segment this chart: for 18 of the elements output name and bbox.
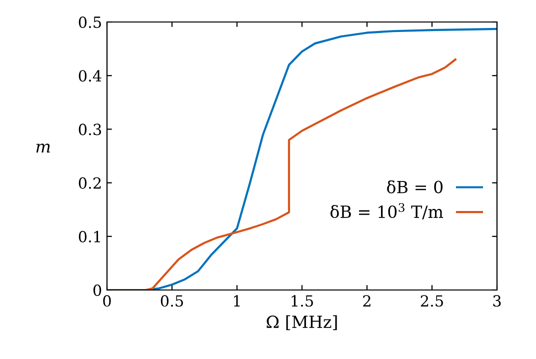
y-tick-label: 0.3 bbox=[78, 124, 102, 136]
x-tick-label: 1.5 bbox=[292, 295, 313, 307]
x-tick-label: 0.5 bbox=[160, 295, 183, 307]
x-axis-title: Ω [MHz] bbox=[266, 315, 337, 330]
y-tick-label: 0.5 bbox=[78, 16, 101, 28]
legend-label: δB = 0 bbox=[387, 180, 443, 194]
x-tick-label: 0 bbox=[103, 295, 111, 307]
x-tick-label: 1 bbox=[234, 295, 240, 306]
x-tick-label: 2 bbox=[363, 295, 370, 306]
y-tick-label: 0.2 bbox=[78, 177, 101, 189]
x-tick-label: 3 bbox=[493, 295, 501, 307]
y-axis-title: m bbox=[36, 144, 50, 153]
y-tick-label: 0.1 bbox=[78, 230, 100, 242]
line-series bbox=[107, 58, 456, 290]
y-tick-label: 0.4 bbox=[78, 70, 102, 82]
y-tick-label: 0 bbox=[93, 284, 102, 296]
legend-label: δB = 10$^{3}$ T/m bbox=[330, 203, 444, 220]
x-tick-label: 2.5 bbox=[420, 295, 443, 307]
